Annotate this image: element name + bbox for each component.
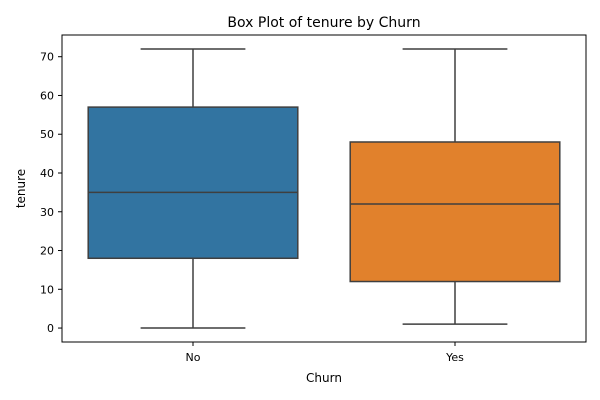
y-tick-label: 0 xyxy=(47,322,54,335)
y-tick-label: 60 xyxy=(40,89,54,102)
box-iqr xyxy=(87,106,299,260)
y-tick-label: 10 xyxy=(40,283,54,296)
y-axis: 0 10 20 30 40 50 60 70 xyxy=(40,51,62,335)
y-tick-label: 70 xyxy=(40,51,54,64)
y-tick-label: 30 xyxy=(40,206,54,219)
y-tick-label: 20 xyxy=(40,245,54,258)
x-tick-label: Yes xyxy=(445,351,464,364)
chart-title: Box Plot of tenure by Churn xyxy=(227,15,420,31)
box-no xyxy=(87,48,299,329)
plot-area xyxy=(87,48,561,329)
y-axis-label: tenure xyxy=(14,169,28,208)
y-tick-label: 50 xyxy=(40,128,54,141)
y-tick-label: 40 xyxy=(40,167,54,180)
x-axis: No Yes xyxy=(186,342,464,364)
box-iqr xyxy=(349,141,561,283)
axes-frame xyxy=(61,34,587,343)
x-tick-label: No xyxy=(186,351,201,364)
x-axis-label: Churn xyxy=(306,371,342,385)
box-yes xyxy=(349,48,561,325)
